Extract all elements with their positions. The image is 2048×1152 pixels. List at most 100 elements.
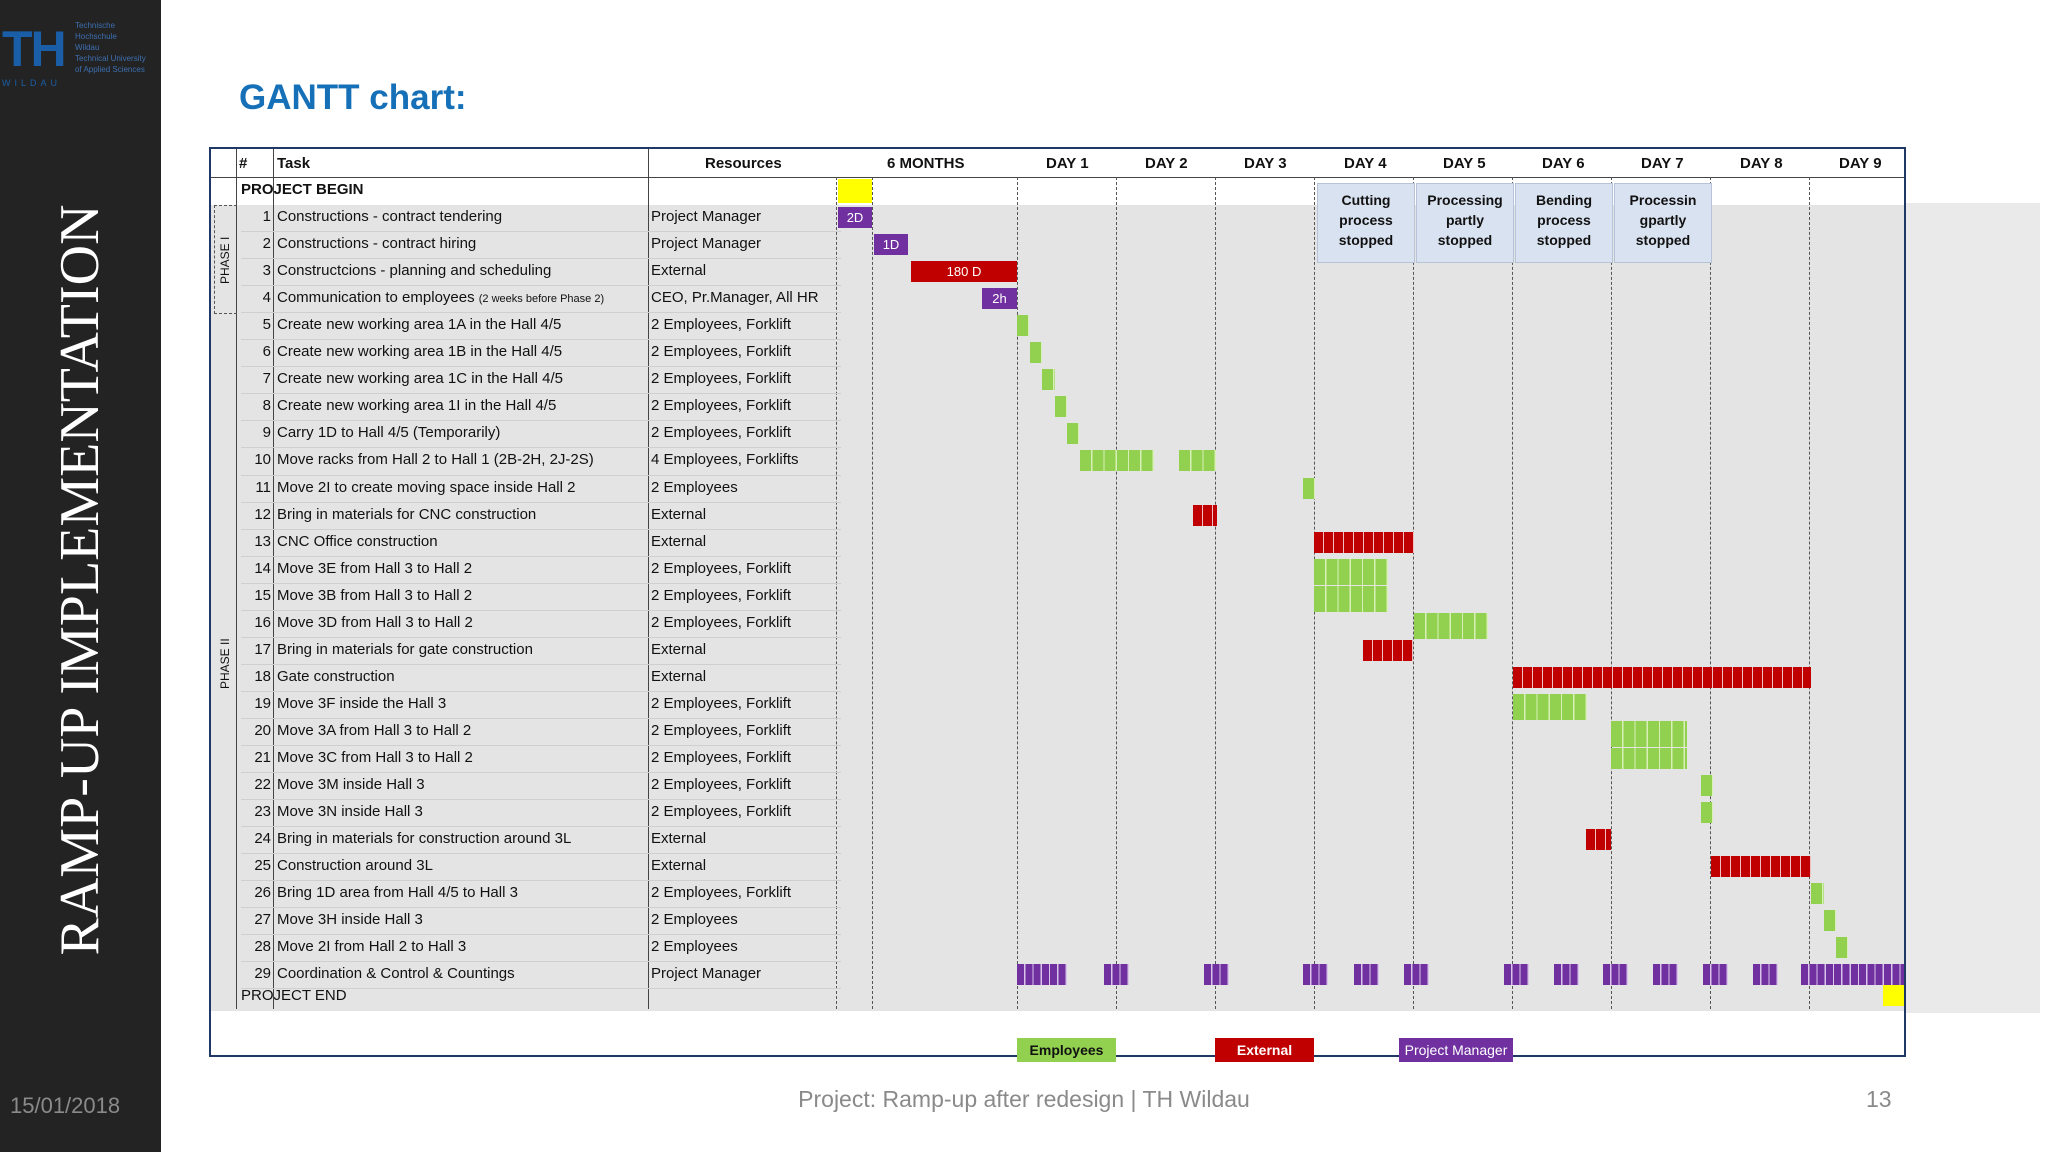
task-resource: Project Manager bbox=[651, 965, 762, 983]
sidebar: TH WILDAU Technische Hochschule Wildau T… bbox=[0, 0, 161, 1152]
task-name: Coordination & Control & Countings bbox=[277, 965, 515, 983]
row-divider bbox=[241, 312, 841, 314]
task-name: Move 3D from Hall 3 to Hall 2 bbox=[277, 613, 473, 631]
logo-university-text: Technische Hochschule Wildau Technical U… bbox=[75, 21, 146, 74]
task-9-bar bbox=[1067, 423, 1079, 445]
task-2-bar: 1D bbox=[874, 234, 908, 256]
task-resource: 2 Employees, Forklift bbox=[651, 586, 792, 604]
task-name: Move 3B from Hall 3 to Hall 2 bbox=[277, 586, 473, 604]
task-name: Carry 1D to Hall 4/5 (Temporarily) bbox=[277, 424, 501, 442]
header-day-7: DAY 7 bbox=[1641, 155, 1684, 172]
col-line bbox=[1809, 177, 1810, 1009]
slide-footer: Project: Ramp-up after redesign | TH Wil… bbox=[798, 1086, 1250, 1112]
task-resource: External bbox=[651, 262, 707, 280]
task-number: 8 bbox=[262, 397, 271, 415]
task-number: 5 bbox=[262, 316, 271, 334]
task-22-bar bbox=[1701, 775, 1713, 797]
task-number: 17 bbox=[254, 640, 271, 658]
col-line bbox=[1512, 177, 1513, 1009]
row-divider bbox=[241, 528, 841, 530]
task-resource: 2 Employees, Forklift bbox=[651, 343, 792, 361]
task-23-bar bbox=[1701, 802, 1713, 824]
task-resource: Project Manager bbox=[651, 235, 762, 253]
project-end-label: PROJECT END bbox=[241, 987, 347, 1004]
stop-note-day5: Processing partly stopped bbox=[1416, 183, 1514, 263]
task-20-bar bbox=[1611, 720, 1687, 747]
task-8-bar bbox=[1055, 396, 1067, 418]
header-day-6: DAY 6 bbox=[1542, 155, 1585, 172]
task-number: 29 bbox=[254, 965, 271, 983]
task-number: 28 bbox=[254, 938, 271, 956]
task-27-bar bbox=[1824, 910, 1836, 932]
slide-date: 15/01/2018 bbox=[10, 1093, 121, 1118]
task-number: 3 bbox=[262, 262, 271, 280]
bar-label: 2h bbox=[992, 291, 1007, 307]
header-day-1: DAY 1 bbox=[1046, 155, 1089, 172]
task-24-bar bbox=[1586, 829, 1611, 851]
task-resource: 2 Employees, Forklift bbox=[651, 776, 792, 794]
header-resources: Resources bbox=[705, 155, 782, 172]
task-19-bar bbox=[1513, 693, 1587, 720]
task-26-bar bbox=[1811, 883, 1824, 905]
task-name: Bring in materials for construction arou… bbox=[277, 830, 572, 848]
row-divider bbox=[241, 636, 841, 638]
task-29-bar bbox=[1603, 964, 1628, 986]
legend-employees: Employees bbox=[1017, 1038, 1116, 1062]
task-number: 11 bbox=[255, 478, 271, 496]
header-day-5: DAY 5 bbox=[1443, 155, 1486, 172]
col-line bbox=[1611, 177, 1612, 1009]
task-name: Move 3M inside Hall 3 bbox=[277, 776, 425, 794]
task-resource: 2 Employees, Forklift bbox=[651, 424, 792, 442]
row-divider bbox=[241, 501, 841, 503]
task-name: Construction around 3L bbox=[277, 857, 433, 875]
task-name: Bring in materials for CNC construction bbox=[277, 505, 537, 523]
col-line bbox=[273, 149, 274, 1009]
task-number: 12 bbox=[254, 505, 271, 523]
header-day-9: DAY 9 bbox=[1839, 155, 1882, 172]
task-resource: External bbox=[651, 532, 707, 550]
task-29-bar bbox=[1703, 964, 1728, 986]
task-name: Bring 1D area from Hall 4/5 to Hall 3 bbox=[277, 884, 518, 902]
task-number: 15 bbox=[254, 586, 271, 604]
header-6-months: 6 MONTHS bbox=[887, 155, 965, 172]
task-resource: 2 Employees bbox=[651, 478, 738, 496]
task-29-bar bbox=[1303, 964, 1328, 986]
task-name: Create new working area 1I in the Hall 4… bbox=[277, 397, 557, 415]
col-line bbox=[872, 177, 873, 1009]
project-end-milestone bbox=[1883, 984, 1904, 1006]
task-resource: CEO, Pr.Manager, All HR bbox=[651, 289, 819, 307]
task-29-bar bbox=[1753, 964, 1778, 986]
gantt-header: # Task Resources 6 MONTHS DAY 1 DAY 2 DA… bbox=[211, 149, 1904, 178]
task-name: Move 3N inside Hall 3 bbox=[277, 803, 423, 821]
task-name: CNC Office construction bbox=[277, 532, 438, 550]
task-resource: External bbox=[651, 640, 707, 658]
task-15-bar bbox=[1314, 585, 1388, 612]
task-11-bar bbox=[1303, 477, 1315, 499]
task-28-bar bbox=[1836, 937, 1848, 959]
task-resource: 2 Employees, Forklift bbox=[651, 721, 792, 739]
task-number: 9 bbox=[262, 424, 271, 442]
row-divider bbox=[241, 420, 841, 422]
task-name: Move 2I to create moving space inside Ha… bbox=[277, 478, 576, 496]
phase-2-label: PHASE II bbox=[218, 638, 232, 689]
task-number: 16 bbox=[254, 613, 271, 631]
task-number: 4 bbox=[262, 289, 271, 307]
row-divider bbox=[241, 745, 841, 746]
col-line bbox=[1710, 177, 1711, 1009]
bar-label: 2D bbox=[846, 210, 864, 225]
col-line bbox=[1017, 177, 1018, 1009]
task-number: 20 bbox=[254, 721, 271, 739]
bar-label: 1D bbox=[882, 237, 900, 253]
task-resource: 2 Employees, Forklift bbox=[651, 559, 792, 577]
col-line bbox=[648, 149, 649, 1009]
task-name: Create new working area 1C in the Hall 4… bbox=[277, 370, 563, 388]
task-name: Constructions - contract tendering bbox=[277, 208, 503, 225]
task-1-bar: 2D bbox=[838, 207, 872, 228]
row-divider bbox=[241, 555, 841, 557]
task-name: Move 3A from Hall 3 to Hall 2 bbox=[277, 721, 472, 739]
task-5-bar bbox=[1017, 315, 1029, 337]
row-divider bbox=[241, 961, 841, 963]
task-resource: External bbox=[651, 857, 707, 875]
col-line bbox=[1413, 177, 1414, 1009]
row-divider bbox=[241, 853, 841, 855]
